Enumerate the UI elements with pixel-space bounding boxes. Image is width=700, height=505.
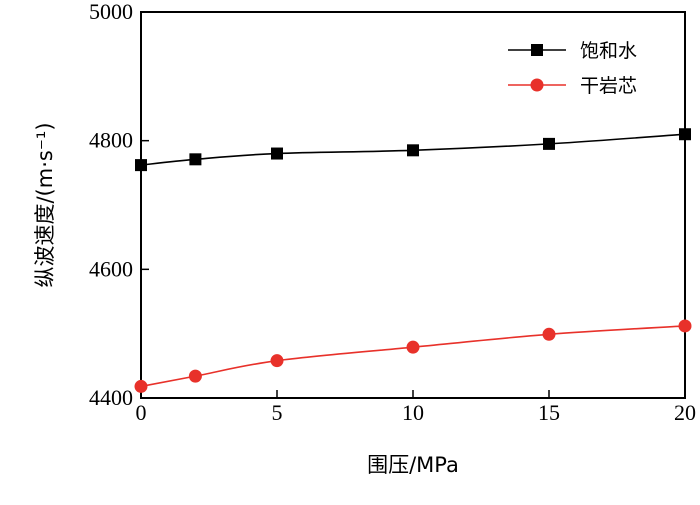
legend-label-saturated: 饱和水 [580, 40, 637, 62]
data-point-square [679, 128, 691, 141]
data-point-square [407, 144, 419, 157]
data-point-square [189, 153, 202, 166]
y-axis-title: 纵波速度/(m·s⁻¹) [33, 122, 57, 287]
x-tick-label: 0 [136, 400, 147, 425]
series-layer [134, 128, 692, 393]
legend-marker-saturated [531, 44, 543, 56]
data-point-circle [678, 319, 692, 333]
data-point-circle [406, 340, 420, 354]
x-tick-label: 5 [272, 400, 283, 425]
y-tick-label: 4600 [89, 256, 133, 281]
x-tick-label: 20 [674, 400, 696, 425]
y-axis-ticks: 4400 4600 4800 5000 [89, 0, 149, 410]
x-axis-ticks: 0 5 10 15 20 [136, 390, 696, 425]
data-point-circle [188, 369, 202, 383]
plot-area [140, 11, 686, 399]
x-axis-title: 围压/MPa [367, 453, 459, 477]
x-tick-label: 10 [402, 400, 424, 425]
data-point-circle [134, 379, 148, 393]
legend-label-dry: 干岩芯 [580, 75, 637, 97]
legend-marker-dry [530, 78, 544, 92]
data-point-square [135, 159, 147, 172]
data-point-circle [270, 354, 284, 368]
legend: 饱和水 干岩芯 [508, 40, 637, 97]
y-tick-label: 4400 [89, 385, 133, 410]
x-tick-label: 15 [538, 400, 560, 425]
data-point-square [543, 137, 555, 150]
data-point-circle [542, 327, 556, 341]
y-tick-label: 5000 [89, 0, 133, 24]
data-point-square [271, 147, 283, 160]
y-tick-label: 4800 [89, 128, 133, 153]
